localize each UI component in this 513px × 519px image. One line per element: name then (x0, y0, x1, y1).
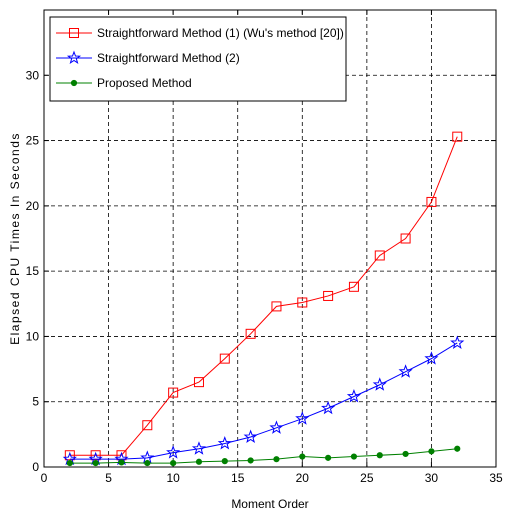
data-point-dot (247, 457, 254, 464)
series-2 (62, 335, 465, 466)
data-point-dot (299, 453, 306, 460)
data-point-square (452, 131, 463, 142)
y-axis-label: Elapsed CPU Times In Seconds (8, 132, 22, 345)
data-point-dot (454, 445, 461, 452)
data-point-square (245, 328, 256, 339)
data-point-square (426, 196, 437, 207)
data-point-dot (195, 458, 203, 465)
data-point-star (372, 377, 387, 391)
data-point-square (323, 290, 334, 301)
data-point-star (295, 411, 310, 425)
data-point-square (193, 377, 204, 388)
legend-entry-3: Proposed Method (56, 76, 192, 90)
legend-entry-1: Straightforward Method (1) (Wu's method … (56, 26, 344, 40)
data-point-star (66, 50, 82, 65)
y-tick-label: 10 (26, 329, 40, 343)
x-tick-label: 20 (296, 471, 310, 485)
data-point-dot (376, 452, 383, 459)
data-point-square (271, 301, 282, 312)
data-point-star (269, 420, 284, 434)
data-point-star (346, 389, 362, 403)
x-axis-label: Moment Order (231, 497, 308, 511)
series-1 (64, 131, 463, 461)
x-tick-label: 10 (166, 471, 180, 485)
y-tick-label: 15 (26, 264, 40, 278)
data-point-dot (325, 454, 332, 461)
y-tick-label: 5 (32, 395, 39, 409)
legend: Straightforward Method (1) (Wu's method … (49, 16, 347, 102)
series-line (69, 136, 458, 456)
y-tick-label: 20 (26, 199, 40, 213)
data-point-dot (92, 459, 99, 467)
data-point-star (243, 429, 258, 443)
data-point-square (297, 297, 308, 308)
data-point-dot (402, 450, 409, 458)
x-tick-label: 5 (105, 471, 112, 485)
data-point-square (219, 353, 230, 364)
legend-label: Straightforward Method (1) (Wu's method … (97, 26, 344, 40)
series-3 (66, 445, 461, 467)
legend-label: Straightforward Method (2) (97, 51, 240, 65)
data-point-square (90, 450, 101, 461)
data-point-star (166, 445, 181, 459)
data-point-dot (66, 459, 73, 467)
x-tick-label: 25 (360, 471, 374, 485)
x-tick-label: 0 (41, 471, 48, 485)
data-point-dot (273, 456, 280, 463)
data-point-dot (70, 79, 78, 87)
y-tick-label: 30 (26, 68, 40, 82)
data-point-dot (428, 448, 435, 455)
data-point-square (69, 28, 79, 38)
data-point-square (348, 281, 359, 292)
series-line (69, 448, 458, 464)
data-point-square (64, 450, 75, 461)
data-point-dot (350, 453, 358, 460)
data-point-star (398, 364, 413, 378)
x-tick-label: 35 (489, 471, 503, 485)
axis-ticks: 0 5 10 15 20 25 30 35 0 5 10 15 20 25 30 (26, 10, 503, 485)
x-tick-label: 15 (231, 471, 245, 485)
data-point-dot (170, 459, 177, 467)
series-line (69, 342, 458, 460)
data-point-dot (221, 458, 228, 465)
plot-area (43, 9, 497, 468)
y-tick-label: 25 (26, 134, 40, 148)
data-point-square (142, 420, 153, 431)
data-point-star (217, 436, 232, 450)
data-point-star (191, 441, 207, 455)
data-point-star (321, 400, 336, 415)
legend-entry-2: Straightforward Method (2) (56, 50, 240, 65)
y-tick-label: 0 (32, 460, 39, 474)
legend-box (49, 16, 347, 102)
data-point-star (424, 351, 439, 365)
data-point-star (450, 335, 465, 349)
data-point-dot (144, 459, 151, 467)
data-point-dot (118, 459, 125, 466)
x-tick-label: 30 (425, 471, 439, 485)
data-point-square (374, 250, 385, 261)
data-point-square (400, 233, 411, 244)
series-group (62, 131, 465, 467)
legend-label: Proposed Method (97, 76, 192, 90)
data-point-square (168, 387, 179, 398)
